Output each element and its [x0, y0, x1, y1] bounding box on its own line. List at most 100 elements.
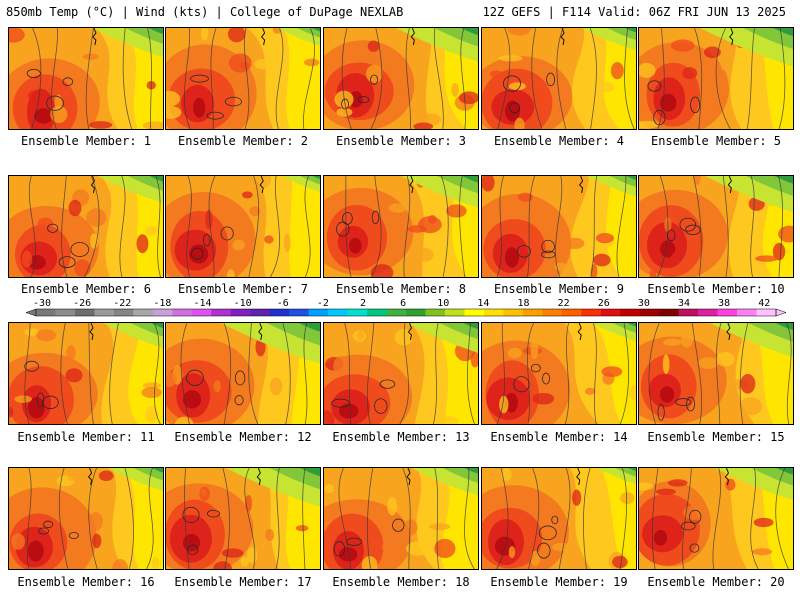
scale-tick-label: -2 — [317, 298, 329, 309]
ensemble-member-label: Ensemble Member: 14 — [490, 430, 628, 444]
scale-swatch — [289, 309, 309, 316]
run-valid-time: 12Z GEFS | F114 Valid: 06Z FRI JUN 13 20… — [482, 5, 786, 19]
ensemble-member-label: Ensemble Member: 2 — [177, 134, 309, 148]
scale-tick-label: 30 — [638, 298, 650, 309]
ensemble-map-panel — [8, 467, 164, 570]
ensemble-map-panel — [165, 467, 321, 570]
ensemble-member-label: Ensemble Member: 15 — [647, 430, 785, 444]
temperature-field-map — [639, 323, 793, 424]
scale-swatch — [464, 309, 485, 316]
ensemble-member-label: Ensemble Member: 10 — [647, 282, 785, 296]
scale-tick-label: -18 — [153, 298, 171, 309]
scale-swatch — [211, 309, 232, 316]
scale-tick-label: 34 — [678, 298, 690, 309]
scale-swatch — [55, 309, 76, 316]
temperature-field-map — [9, 323, 163, 424]
ensemble-map-panel — [323, 27, 479, 130]
scale-swatch — [678, 309, 699, 316]
scale-tick-label: 18 — [517, 298, 529, 309]
ensemble-member-label: Ensemble Member: 19 — [490, 575, 628, 589]
scale-swatch — [542, 309, 563, 316]
ensemble-map-panel — [481, 322, 637, 425]
ensemble-map-panel — [323, 175, 479, 278]
map-title: 850mb Temp (°C) | Wind (kts) | College o… — [6, 5, 404, 19]
scale-swatch — [581, 309, 602, 316]
scale-tick-label: 42 — [758, 298, 770, 309]
scale-swatch — [172, 309, 193, 316]
ensemble-member-label: Ensemble Member: 17 — [174, 575, 312, 589]
ensemble-member-label: Ensemble Member: 1 — [20, 134, 152, 148]
scale-tick-label: -26 — [73, 298, 91, 309]
ensemble-map-panel — [323, 467, 479, 570]
ensemble-member-label: Ensemble Member: 13 — [332, 430, 470, 444]
temperature-color-scale: -30 -26 -22 -18 -14 -10 -6 -2 2 6 10 14 18 22 26 30 34 38… — [25, 298, 787, 318]
scale-swatch — [717, 309, 738, 316]
ensemble-member-label: Ensemble Member: 11 — [17, 430, 155, 444]
scale-tick-label: -14 — [193, 298, 211, 309]
scale-swatch — [406, 309, 426, 316]
scale-swatch — [308, 309, 329, 316]
temperature-field-map — [324, 176, 478, 277]
temperature-field-map — [639, 468, 793, 569]
scale-swatch — [347, 309, 368, 316]
ensemble-map-panel — [481, 175, 637, 278]
scale-swatch — [386, 309, 407, 316]
temperature-field-map — [482, 323, 636, 424]
scale-tick-label: 38 — [718, 298, 730, 309]
scale-swatch — [756, 309, 777, 316]
temperature-field-map — [482, 468, 636, 569]
scale-swatch — [367, 309, 387, 316]
temperature-field-map — [324, 468, 478, 569]
ensemble-map-panel — [638, 27, 794, 130]
temperature-field-map — [324, 323, 478, 424]
scale-tick-label: -6 — [277, 298, 289, 309]
scale-swatch — [113, 309, 134, 316]
scale-swatch — [191, 309, 212, 316]
scale-swatch — [425, 309, 446, 316]
temperature-field-map — [9, 176, 163, 277]
ensemble-map-panel — [638, 322, 794, 425]
ensemble-member-label: Ensemble Member: 5 — [650, 134, 782, 148]
scale-swatch — [522, 309, 543, 316]
ensemble-member-label: Ensemble Member: 3 — [335, 134, 467, 148]
scale-swatch — [269, 309, 290, 316]
scale-swatch — [600, 309, 621, 316]
ensemble-member-label: Ensemble Member: 8 — [335, 282, 467, 296]
temperature-field-map — [166, 28, 320, 129]
ensemble-map-panel — [481, 467, 637, 570]
ensemble-map-panel — [8, 322, 164, 425]
ensemble-map-panel — [323, 322, 479, 425]
temperature-field-map — [639, 176, 793, 277]
scale-tick-label: 2 — [360, 298, 366, 309]
scale-tick-label: 6 — [400, 298, 406, 309]
scale-swatch — [250, 309, 270, 316]
temperature-field-map — [482, 176, 636, 277]
scale-swatch — [444, 309, 465, 316]
temperature-field-map — [9, 468, 163, 569]
scale-swatch — [74, 309, 95, 316]
temperature-field-map — [324, 28, 478, 129]
scale-swatch — [133, 309, 154, 316]
scale-swatch — [483, 309, 504, 316]
scale-swatch — [737, 309, 757, 316]
ensemble-member-label: Ensemble Member: 18 — [332, 575, 470, 589]
scale-tick-label: 10 — [437, 298, 449, 309]
ensemble-member-label: Ensemble Member: 9 — [493, 282, 625, 296]
ensemble-map-panel — [8, 175, 164, 278]
ensemble-member-label: Ensemble Member: 12 — [174, 430, 312, 444]
scale-swatch — [698, 309, 718, 316]
scale-swatch — [659, 309, 679, 316]
scale-tick-label: -22 — [113, 298, 131, 309]
ensemble-member-label: Ensemble Member: 4 — [493, 134, 625, 148]
scale-tick-label: -30 — [33, 298, 51, 309]
scale-swatch — [561, 309, 582, 316]
scale-swatch — [94, 309, 115, 316]
scale-swatch — [639, 309, 660, 316]
ensemble-member-label: Ensemble Member: 7 — [177, 282, 309, 296]
scale-swatch — [36, 309, 56, 316]
ensemble-map-panel — [165, 175, 321, 278]
temperature-field-map — [166, 176, 320, 277]
scale-swatch — [328, 309, 348, 316]
temperature-field-map — [639, 28, 793, 129]
scale-tick-label: 22 — [558, 298, 570, 309]
